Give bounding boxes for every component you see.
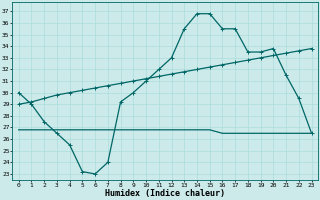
X-axis label: Humidex (Indice chaleur): Humidex (Indice chaleur) [105,189,225,198]
